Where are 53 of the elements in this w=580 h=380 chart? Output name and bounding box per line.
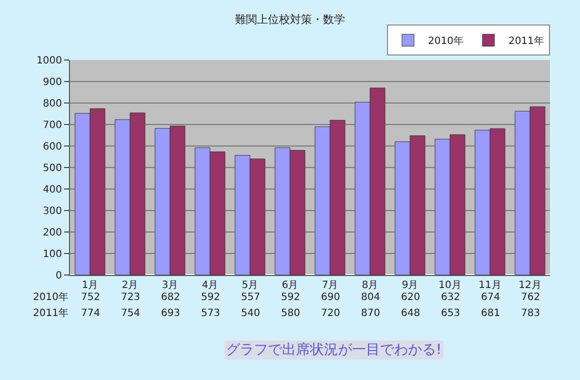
y-tick-label: 400 — [42, 184, 62, 196]
text: グラフで出席状況が一目でわかる! — [226, 342, 442, 358]
x-tick-label: 3月 — [162, 280, 178, 291]
y-tick-label: 100 — [42, 249, 62, 260]
data-label: 870 — [361, 308, 380, 319]
data-label: 754 — [121, 308, 140, 319]
data-label: 573 — [201, 308, 220, 319]
x-tick-label: 11月 — [478, 280, 502, 291]
text: 2010年 — [33, 292, 68, 303]
text: 2011年 — [33, 308, 68, 319]
y-tick-label: 300 — [42, 206, 62, 217]
data-label: 674 — [481, 292, 500, 303]
legend-label: 2010年 — [428, 35, 464, 48]
data-label: 690 — [321, 292, 340, 303]
y-tick-label: 500 — [42, 163, 62, 174]
data-label: 693 — [161, 308, 180, 319]
legend-label: 2011年 — [508, 35, 544, 48]
data-label: 580 — [281, 308, 300, 319]
chart-title: 難関上位校対策・数学 — [235, 12, 345, 26]
y-tick-label: 700 — [42, 120, 62, 131]
data-label: 681 — [481, 308, 500, 319]
data-label: 592 — [201, 292, 220, 303]
x-tick-label: 6月 — [282, 280, 298, 291]
y-tick-label: 200 — [42, 228, 62, 238]
x-tick-label: 9月 — [402, 280, 418, 291]
data-label: 723 — [121, 292, 140, 303]
data-label: 648 — [401, 308, 420, 319]
y-tick-label: 1000 — [36, 56, 62, 66]
data-label: 620 — [401, 292, 420, 303]
x-tick-label: 1月 — [82, 280, 98, 291]
data-label: 752 — [81, 292, 100, 303]
data-label: 540 — [241, 308, 260, 319]
y-tick-label: 600 — [42, 142, 62, 152]
data-label: 592 — [281, 292, 300, 303]
y-tick-label: 900 — [42, 77, 62, 88]
y-tick-label: 0 — [56, 270, 62, 282]
y-tick-label: 800 — [42, 98, 62, 110]
data-label: 783 — [521, 308, 540, 319]
x-tick-label: 2月 — [122, 280, 138, 291]
data-label: 557 — [241, 292, 260, 303]
data-label: 682 — [161, 292, 180, 303]
data-label: 774 — [81, 308, 100, 319]
data-label: 804 — [361, 292, 380, 303]
x-tick-label: 4月 — [202, 280, 218, 291]
data-label: 632 — [441, 292, 460, 303]
data-label: 720 — [321, 308, 340, 319]
x-tick-label: 5月 — [242, 280, 258, 291]
x-tick-label: 8月 — [362, 280, 378, 291]
data-label: 762 — [521, 292, 540, 303]
x-tick-label: 10月 — [438, 280, 462, 291]
data-label: 653 — [441, 308, 460, 319]
x-tick-label: 12月 — [518, 280, 542, 291]
x-tick-label: 7月 — [322, 280, 338, 291]
